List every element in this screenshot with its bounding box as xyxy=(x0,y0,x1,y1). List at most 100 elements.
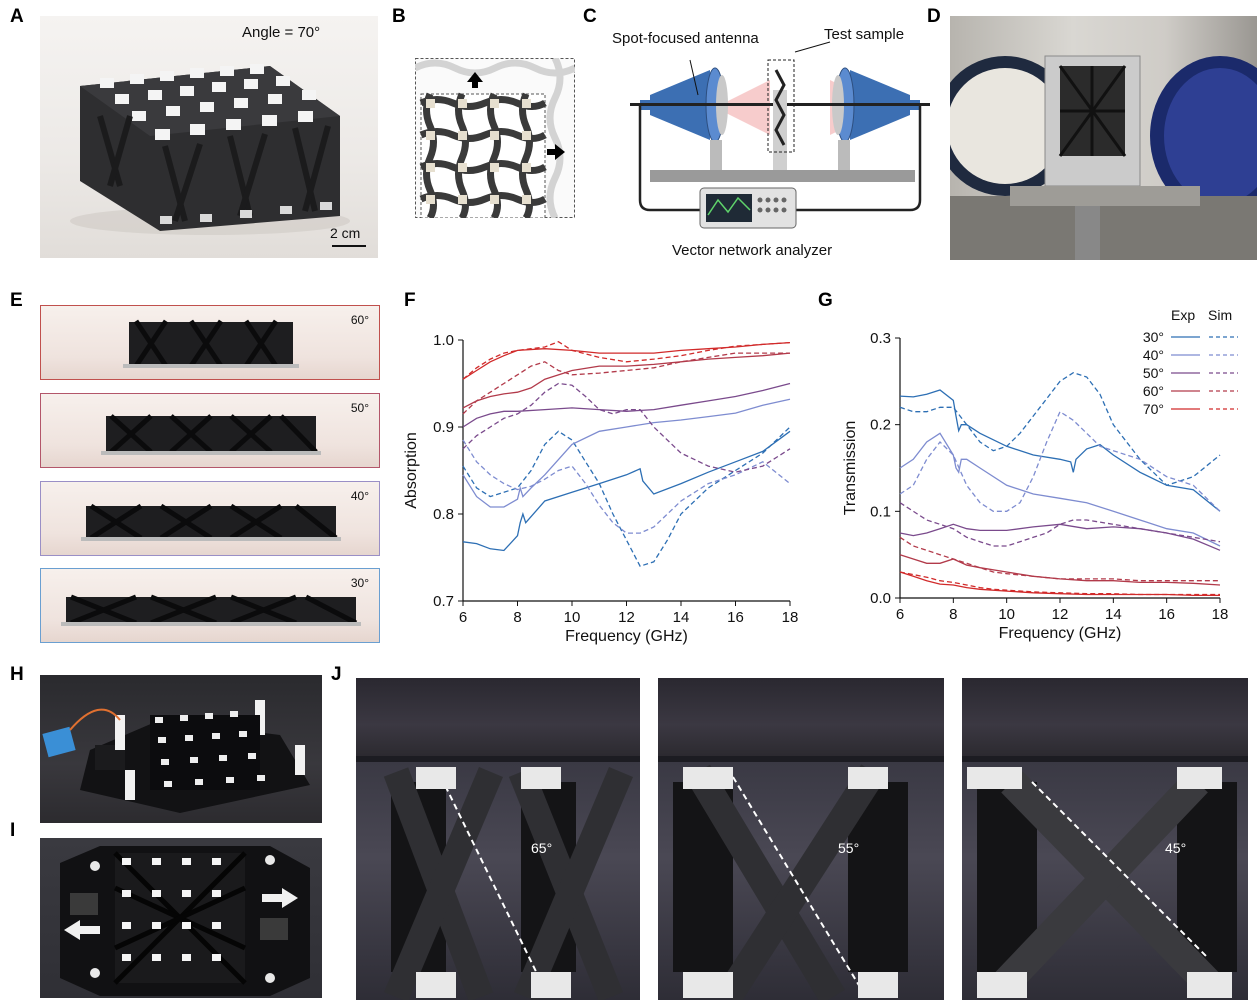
series-30-exp xyxy=(462,430,791,552)
panel-d-photo xyxy=(950,16,1257,260)
side-view-50 xyxy=(101,414,321,455)
angle-label-45: 45° xyxy=(1165,840,1187,856)
x-tick-label: 6 xyxy=(459,609,467,626)
panel-label-e: E xyxy=(10,290,23,311)
x-tick-label: 10 xyxy=(998,606,1015,623)
panel-label-c: C xyxy=(583,6,597,27)
series-60-exp xyxy=(899,554,1221,586)
y-tick-label: 1.0 xyxy=(433,332,454,349)
panel-label-h: H xyxy=(10,664,24,685)
series-70-sim xyxy=(462,340,791,380)
series-60-exp xyxy=(462,352,791,409)
series-40-sim xyxy=(462,439,791,534)
panel-b-lattice xyxy=(413,56,577,223)
x-axis-label: Frequency (GHz) xyxy=(565,628,688,645)
angle-label-60: 60° xyxy=(350,313,369,327)
e-photo-50: 50° xyxy=(40,393,380,468)
panel-label-b: B xyxy=(392,6,406,27)
arrow-right-icon xyxy=(547,144,565,160)
antenna-label: Spot-focused antenna xyxy=(612,30,759,47)
legend-entry-label: 50° xyxy=(1143,365,1164,381)
zoom-view-65 xyxy=(383,766,633,1000)
side-view-60 xyxy=(123,319,299,368)
series-50-sim xyxy=(899,502,1221,547)
zoom-view-45 xyxy=(967,767,1237,998)
e-photo-40: 40° xyxy=(40,481,380,556)
scale-bar xyxy=(332,245,366,247)
series-60-sim xyxy=(899,536,1220,582)
legend-entry-label: 60° xyxy=(1143,383,1164,399)
legend-entry-label: 40° xyxy=(1143,347,1164,363)
zoom-view-55 xyxy=(673,764,908,1000)
panel-label-i: I xyxy=(10,820,16,841)
series-60-sim xyxy=(462,352,790,415)
panel-h-photo xyxy=(40,675,322,823)
arrow-up-icon xyxy=(467,72,483,88)
x-tick-label: 16 xyxy=(727,609,744,626)
metamaterial-block-illustration xyxy=(70,64,350,235)
x-tick-label: 8 xyxy=(949,606,957,623)
legend-header-sim: Sim xyxy=(1208,307,1232,323)
legend-header-exp: Exp xyxy=(1171,307,1195,323)
y-tick-label: 0.9 xyxy=(433,419,454,436)
panel-i-photo xyxy=(40,838,322,998)
y-tick-label: 0.0 xyxy=(870,590,891,607)
x-tick-label: 18 xyxy=(782,609,799,626)
series-70-sim xyxy=(899,571,1220,596)
j-photo-45: 45° xyxy=(962,678,1248,1000)
series-40-exp xyxy=(899,432,1221,547)
series-30-sim xyxy=(899,371,1221,487)
test-sample-label: Test sample xyxy=(824,26,905,43)
y-axis-label: Transmission xyxy=(842,421,859,516)
x-tick-label: 6 xyxy=(896,606,904,623)
scale-bar-label: 2 cm xyxy=(330,225,361,241)
actuated-device-topview xyxy=(60,846,310,996)
lab-setup-photo xyxy=(950,55,1257,260)
angle-label-50: 50° xyxy=(350,401,369,415)
arrow-right-icon xyxy=(262,888,298,908)
j-photo-55: 55° xyxy=(658,678,944,1000)
angle-label-40: 40° xyxy=(350,489,369,503)
y-tick-label: 0.3 xyxy=(870,330,891,347)
arrow-left-icon xyxy=(64,920,100,940)
panel-c-setup: Spot-focused antenna Test sample Vector … xyxy=(612,26,930,259)
series-30-sim xyxy=(462,426,791,567)
lattice-schematic xyxy=(413,56,577,220)
transmission-chart: 6 8 10 12 14 16 18 0.0 0.1 0.2 0.3 Frequency (GHz) T… xyxy=(842,307,1238,642)
actuated-device-photo xyxy=(42,700,310,813)
x-tick-label: 14 xyxy=(673,609,690,626)
legend-entry-label: 70° xyxy=(1143,401,1164,417)
y-tick-label: 0.7 xyxy=(433,593,454,610)
x-tick-label: 16 xyxy=(1158,606,1175,623)
series-70-exp xyxy=(899,571,1220,597)
x-tick-label: 12 xyxy=(618,609,635,626)
vna-label: Vector network analyzer xyxy=(672,242,833,259)
j-photo-65: 65° xyxy=(356,678,640,1000)
series-40-exp xyxy=(462,398,791,508)
side-view-40 xyxy=(81,503,341,541)
x-tick-label: 18 xyxy=(1212,606,1229,623)
e-photo-60: 60° xyxy=(40,305,380,380)
x-tick-label: 12 xyxy=(1052,606,1069,623)
panel-label-g: G xyxy=(818,290,833,311)
series-50-sim xyxy=(462,382,791,473)
legend-entry-label: 30° xyxy=(1143,329,1164,345)
series-70-exp xyxy=(462,341,791,380)
x-axis-label: Frequency (GHz) xyxy=(999,625,1122,642)
y-axis-label: Absorption xyxy=(403,432,420,509)
panel-label-d: D xyxy=(927,6,941,27)
e-photo-30: 30° xyxy=(40,568,380,643)
absorption-chart: 6 8 10 12 14 16 18 0.7 0.8 0.9 1.0 Frequency (GHz) A… xyxy=(403,332,799,645)
panel-label-a: A xyxy=(10,6,24,27)
angle-annotation: Angle = 70° xyxy=(242,24,321,41)
series-30-exp xyxy=(899,389,1221,512)
x-tick-label: 14 xyxy=(1105,606,1122,623)
series-50-exp xyxy=(899,523,1221,551)
y-tick-label: 0.2 xyxy=(870,417,891,434)
panel-label-j: J xyxy=(331,664,342,685)
series-40-sim xyxy=(899,410,1221,512)
y-tick-label: 0.8 xyxy=(433,506,454,523)
angle-label-30: 30° xyxy=(350,576,369,590)
panel-label-f: F xyxy=(404,290,416,311)
side-view-30 xyxy=(61,594,361,626)
